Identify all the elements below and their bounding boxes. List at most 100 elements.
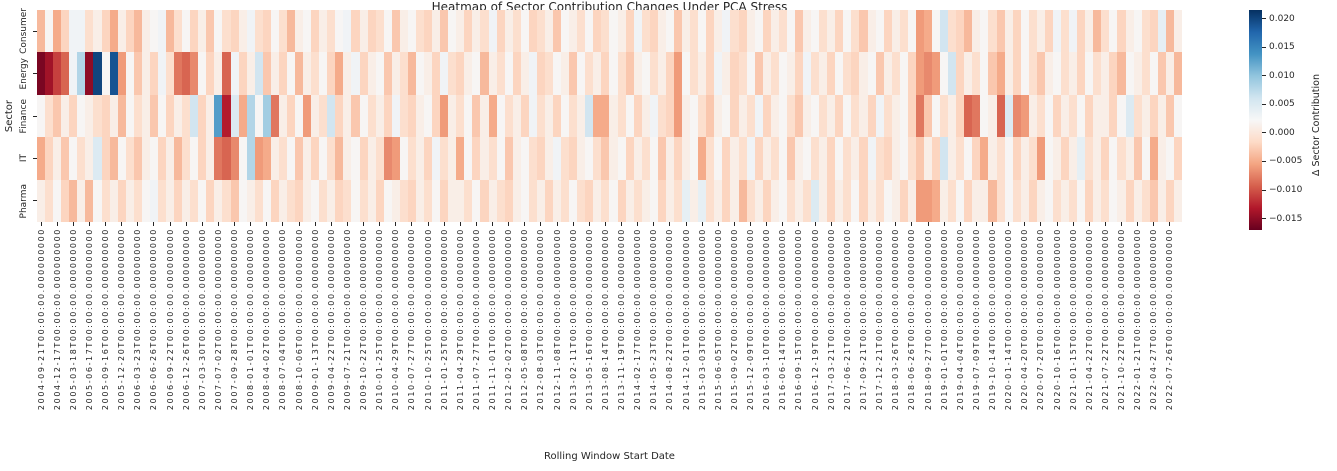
heatmap-cell — [1028, 10, 1037, 53]
heatmap-cell — [278, 137, 287, 180]
heatmap-cell — [811, 94, 820, 138]
heatmap-cell — [778, 179, 787, 222]
heatmap-cell — [754, 52, 763, 95]
heatmap-cell — [1044, 179, 1053, 222]
heatmap-cell — [859, 94, 868, 138]
y-axis-label-wrap: Sector — [2, 76, 16, 156]
heatmap-cell — [53, 179, 62, 222]
x-tick-label-wrap: 2012-08-03T00:00:00.000000000 — [535, 228, 546, 410]
x-tick-mark — [121, 222, 123, 226]
x-tick-label: 2020-01-14T00:00:00.000000000 — [1004, 228, 1014, 411]
heatmap-cell — [617, 94, 626, 138]
heatmap-cell — [915, 137, 924, 180]
heatmap-cell — [117, 179, 126, 222]
heatmap-cell — [553, 10, 562, 53]
heatmap-cell — [77, 52, 86, 95]
x-tick-mark — [975, 222, 977, 226]
heatmap-cell — [1125, 10, 1134, 53]
heatmap-cell — [166, 94, 175, 138]
heatmap-cell — [351, 94, 360, 138]
heatmap-cell — [383, 94, 392, 138]
heatmap-cell — [1165, 179, 1174, 222]
heatmap-cell — [1052, 137, 1062, 180]
heatmap-cell — [649, 179, 658, 222]
heatmap-cell — [1020, 179, 1029, 222]
heatmap-cell — [940, 179, 949, 222]
heatmap-cell — [722, 94, 731, 138]
heatmap-cell — [343, 94, 352, 138]
x-tick-label-wrap: 2017-12-21T00:00:00.000000000 — [874, 228, 885, 410]
x-tick-label: 2022-01-21T00:00:00.000000000 — [1133, 228, 1143, 411]
heatmap-cell — [327, 52, 336, 95]
x-tick-label-wrap: 2017-03-21T00:00:00.000000000 — [826, 228, 837, 410]
heatmap-cell — [464, 10, 473, 53]
x-tick-mark — [169, 222, 171, 226]
heatmap-cell — [391, 94, 400, 138]
heatmap-cell — [601, 52, 610, 95]
heatmap-cell — [915, 94, 924, 138]
heatmap-cell — [45, 179, 54, 222]
heatmap-cell — [375, 137, 384, 180]
x-tick-label: 2015-06-05T00:00:00.000000000 — [713, 228, 723, 411]
heatmap-cell — [488, 10, 497, 53]
heatmap-cell — [609, 179, 618, 222]
colorbar — [1249, 10, 1262, 230]
heatmap-cell — [1028, 52, 1037, 95]
heatmap-cell — [37, 52, 46, 95]
heatmap-cell — [738, 179, 747, 222]
x-tick-mark — [943, 222, 945, 226]
heatmap-cell — [577, 94, 586, 138]
heatmap-cell — [875, 52, 884, 95]
heatmap-cell — [351, 10, 360, 53]
heatmap-cell — [585, 137, 594, 180]
x-tick-label-wrap: 2016-06-14T00:00:00.000000000 — [777, 228, 788, 410]
x-tick-label: 2018-03-26T00:00:00.000000000 — [891, 228, 901, 411]
x-tick-label: 2017-09-21T00:00:00.000000000 — [858, 228, 868, 411]
x-tick-label: 2006-03-23T00:00:00.000000000 — [133, 228, 143, 411]
heatmap-cell — [488, 179, 497, 222]
colorbar-tick-label: 0.020 — [1269, 13, 1295, 24]
x-tick-label-wrap: 2022-04-27T00:00:00.000000000 — [1148, 228, 1159, 410]
y-tick-mark — [33, 73, 37, 75]
heatmap-cell — [375, 94, 384, 138]
colorbar-tick-mark — [1262, 18, 1266, 20]
heatmap-cell — [819, 10, 828, 53]
heatmap-cell — [1044, 52, 1053, 95]
heatmap-cell — [504, 179, 513, 222]
heatmap-cell — [778, 10, 787, 53]
heatmap-cell — [996, 137, 1005, 180]
x-tick-label-wrap: 2014-12-01T00:00:00.000000000 — [681, 228, 692, 410]
heatmap-cell — [456, 10, 465, 53]
x-tick-label-wrap: 2019-04-04T00:00:00.000000000 — [955, 228, 966, 410]
heatmap-cell — [270, 137, 279, 180]
heatmap-cell — [1149, 94, 1158, 138]
heatmap-cell — [125, 94, 134, 138]
heatmap-cell — [383, 52, 392, 95]
heatmap-cell — [746, 179, 755, 222]
heatmap-cell — [448, 10, 457, 53]
heatmap-cell — [536, 94, 545, 138]
x-tick-label-wrap: 2019-01-01T00:00:00.000000000 — [939, 228, 950, 410]
x-tick-label-wrap: 2012-05-08T00:00:00.000000000 — [519, 228, 530, 410]
heatmap-cell — [407, 137, 416, 180]
heatmap-cell — [1101, 137, 1110, 180]
heatmap-cell — [528, 137, 537, 180]
heatmap-cell — [875, 10, 884, 53]
x-tick-label: 2005-03-18T00:00:00.000000000 — [68, 228, 78, 411]
heatmap-cell — [472, 137, 481, 180]
heatmap-cell — [117, 94, 126, 138]
heatmap-cell — [770, 179, 779, 222]
x-tick-mark — [717, 222, 719, 226]
heatmap-cell — [359, 52, 368, 95]
heatmap-cell — [391, 137, 400, 180]
heatmap-cell — [948, 94, 957, 138]
heatmap-cell — [133, 52, 142, 95]
heatmap-cell — [544, 137, 554, 180]
heatmap-cell — [923, 137, 933, 180]
heatmap-cell — [1125, 179, 1134, 222]
heatmap-cell — [1012, 10, 1021, 53]
heatmap-cell — [182, 137, 191, 180]
heatmap-cell — [641, 137, 650, 180]
heatmap-cell — [246, 10, 255, 53]
heatmap-cell — [1020, 52, 1029, 95]
